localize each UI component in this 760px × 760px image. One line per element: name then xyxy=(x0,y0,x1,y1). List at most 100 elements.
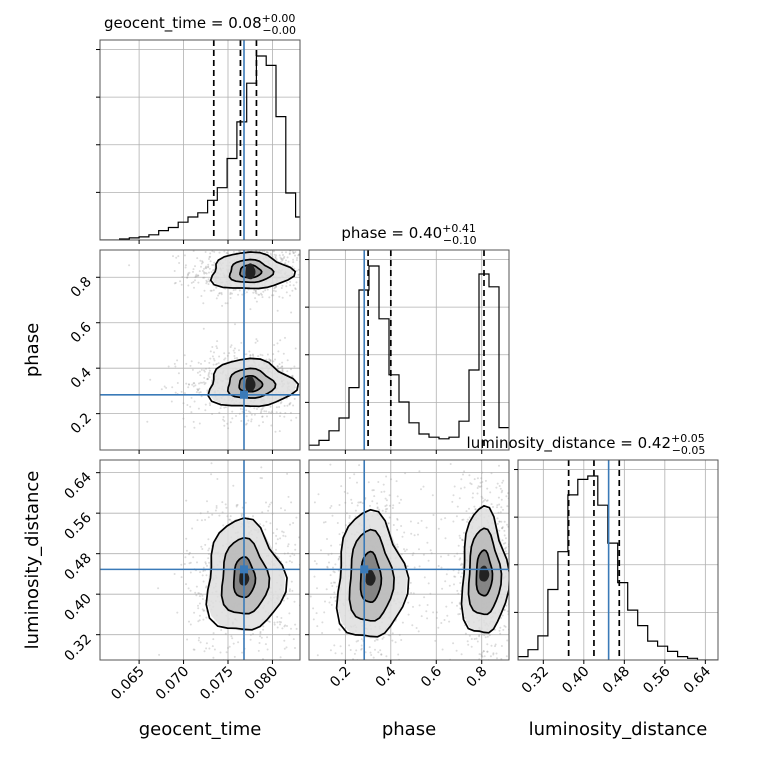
sample-point xyxy=(374,648,376,651)
sample-point xyxy=(426,604,429,606)
sample-point xyxy=(221,511,224,514)
sample-point xyxy=(320,372,322,374)
sample-point xyxy=(185,549,188,552)
sample-point xyxy=(193,648,196,651)
sample-point xyxy=(506,523,509,526)
sample-point xyxy=(388,634,391,637)
contour-level-1 xyxy=(238,374,264,393)
sample-point xyxy=(250,418,253,421)
sample-point xyxy=(480,477,483,480)
sample-point xyxy=(216,340,219,343)
sample-point xyxy=(334,652,337,655)
sample-point xyxy=(427,582,430,585)
sample-point xyxy=(460,487,462,490)
sample-point xyxy=(286,256,289,259)
sample-point xyxy=(354,515,357,518)
sample-point xyxy=(220,293,223,296)
sample-point xyxy=(260,293,263,296)
sample-point xyxy=(199,374,202,377)
sample-point xyxy=(458,602,461,605)
sample-point xyxy=(312,618,315,621)
sample-point xyxy=(224,632,227,635)
sample-point xyxy=(338,504,341,506)
sample-point xyxy=(313,501,316,504)
contour-level-1 xyxy=(475,549,494,597)
sample-point xyxy=(184,556,187,559)
sample-point xyxy=(206,378,209,381)
sample-point xyxy=(205,642,208,645)
sample-point xyxy=(229,515,232,518)
sample-point xyxy=(502,628,505,631)
sample-point xyxy=(455,515,458,518)
sample-point xyxy=(507,671,509,673)
contour-level-3 xyxy=(209,251,297,290)
sample-point xyxy=(288,403,291,406)
sample-point xyxy=(528,562,530,564)
sample-point xyxy=(316,587,318,590)
sample-point xyxy=(192,420,195,423)
sample-point xyxy=(311,371,313,373)
sample-point xyxy=(274,286,277,289)
sample-point xyxy=(213,648,216,651)
sample-point xyxy=(265,251,268,254)
sample-point xyxy=(490,472,493,475)
sample-point xyxy=(278,363,281,366)
sample-point xyxy=(483,634,486,637)
sample-point xyxy=(355,649,358,652)
sample-point xyxy=(452,494,455,497)
sample-point xyxy=(267,620,270,623)
sample-point xyxy=(233,351,236,354)
x-axis-label-luminosity_distance: luminosity_distance xyxy=(529,719,708,740)
sample-point xyxy=(187,284,190,287)
sample-point xyxy=(405,548,408,551)
sample-point xyxy=(330,552,333,555)
sample-point xyxy=(223,250,226,253)
sample-point xyxy=(396,543,399,546)
sample-point xyxy=(481,501,484,504)
sample-point xyxy=(290,311,293,314)
panel-frame xyxy=(99,459,301,661)
sample-point xyxy=(301,372,303,374)
sample-point xyxy=(281,627,284,630)
sample-point xyxy=(303,358,305,360)
sample-point xyxy=(496,504,499,507)
sample-point xyxy=(208,547,211,550)
sample-point xyxy=(503,624,506,627)
sample-point xyxy=(206,280,209,283)
sample-point xyxy=(167,365,170,368)
sample-point xyxy=(496,517,499,520)
sample-point xyxy=(231,292,233,295)
sample-point xyxy=(265,501,267,504)
sample-point xyxy=(317,493,320,496)
panel-title-luminosity_distance: luminosity_distance = 0.42+0.05 −0.05 xyxy=(467,432,706,457)
sample-point xyxy=(273,623,276,626)
sample-point xyxy=(432,514,435,516)
sample-point xyxy=(339,543,342,546)
x-tick-label: 0.48 xyxy=(600,664,633,697)
sample-point xyxy=(330,544,333,547)
sample-point xyxy=(471,496,474,499)
sample-point xyxy=(305,386,307,388)
sample-point xyxy=(239,407,242,410)
sample-point xyxy=(215,286,218,289)
sample-point xyxy=(248,350,251,353)
sample-point xyxy=(259,635,262,638)
sample-point xyxy=(291,375,293,378)
sample-point xyxy=(291,265,294,268)
sample-point xyxy=(210,271,213,273)
x-tick-label: 0.32 xyxy=(519,664,552,697)
sample-point xyxy=(377,481,380,483)
sample-point xyxy=(287,555,289,557)
sample-point xyxy=(208,402,211,405)
sample-point xyxy=(313,560,316,563)
sample-point xyxy=(502,542,505,545)
panel-title-phase: phase = 0.40+0.41 −0.10 xyxy=(341,222,476,247)
sample-point xyxy=(291,374,294,377)
sample-point xyxy=(470,483,473,486)
sample-point xyxy=(226,515,229,518)
sample-point xyxy=(380,653,383,656)
sample-point xyxy=(333,591,336,594)
sample-point xyxy=(457,613,460,616)
contour-level-3 xyxy=(460,504,509,634)
sample-point xyxy=(481,471,484,474)
